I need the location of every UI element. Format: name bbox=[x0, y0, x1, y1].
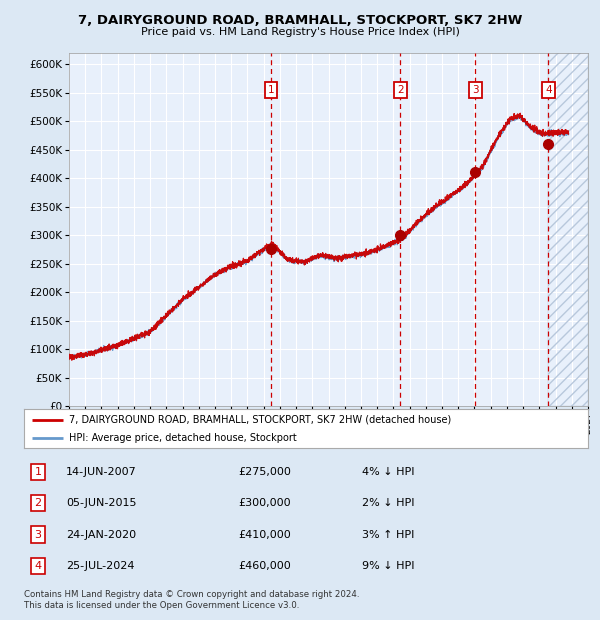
Text: 4% ↓ HPI: 4% ↓ HPI bbox=[362, 467, 415, 477]
Text: 1: 1 bbox=[35, 467, 41, 477]
Text: 3: 3 bbox=[35, 529, 41, 539]
Text: 7, DAIRYGROUND ROAD, BRAMHALL, STOCKPORT, SK7 2HW: 7, DAIRYGROUND ROAD, BRAMHALL, STOCKPORT… bbox=[78, 14, 522, 27]
Text: 9% ↓ HPI: 9% ↓ HPI bbox=[362, 561, 415, 571]
Text: 1: 1 bbox=[268, 85, 274, 95]
Text: 4: 4 bbox=[35, 561, 41, 571]
Text: 4: 4 bbox=[545, 85, 552, 95]
Text: 3% ↑ HPI: 3% ↑ HPI bbox=[362, 529, 415, 539]
Text: 14-JUN-2007: 14-JUN-2007 bbox=[66, 467, 137, 477]
Text: Price paid vs. HM Land Registry's House Price Index (HPI): Price paid vs. HM Land Registry's House … bbox=[140, 27, 460, 37]
Text: Contains HM Land Registry data © Crown copyright and database right 2024.
This d: Contains HM Land Registry data © Crown c… bbox=[24, 590, 359, 609]
Text: 25-JUL-2024: 25-JUL-2024 bbox=[66, 561, 135, 571]
Text: £275,000: £275,000 bbox=[238, 467, 291, 477]
Text: £460,000: £460,000 bbox=[238, 561, 291, 571]
Text: 24-JAN-2020: 24-JAN-2020 bbox=[66, 529, 136, 539]
Text: 3: 3 bbox=[472, 85, 479, 95]
Text: HPI: Average price, detached house, Stockport: HPI: Average price, detached house, Stoc… bbox=[69, 433, 297, 443]
Text: 7, DAIRYGROUND ROAD, BRAMHALL, STOCKPORT, SK7 2HW (detached house): 7, DAIRYGROUND ROAD, BRAMHALL, STOCKPORT… bbox=[69, 415, 451, 425]
Text: 05-JUN-2015: 05-JUN-2015 bbox=[66, 498, 137, 508]
Text: 2: 2 bbox=[35, 498, 41, 508]
Text: 2% ↓ HPI: 2% ↓ HPI bbox=[362, 498, 415, 508]
Text: 2: 2 bbox=[397, 85, 404, 95]
Text: £300,000: £300,000 bbox=[238, 498, 291, 508]
Text: £410,000: £410,000 bbox=[238, 529, 291, 539]
